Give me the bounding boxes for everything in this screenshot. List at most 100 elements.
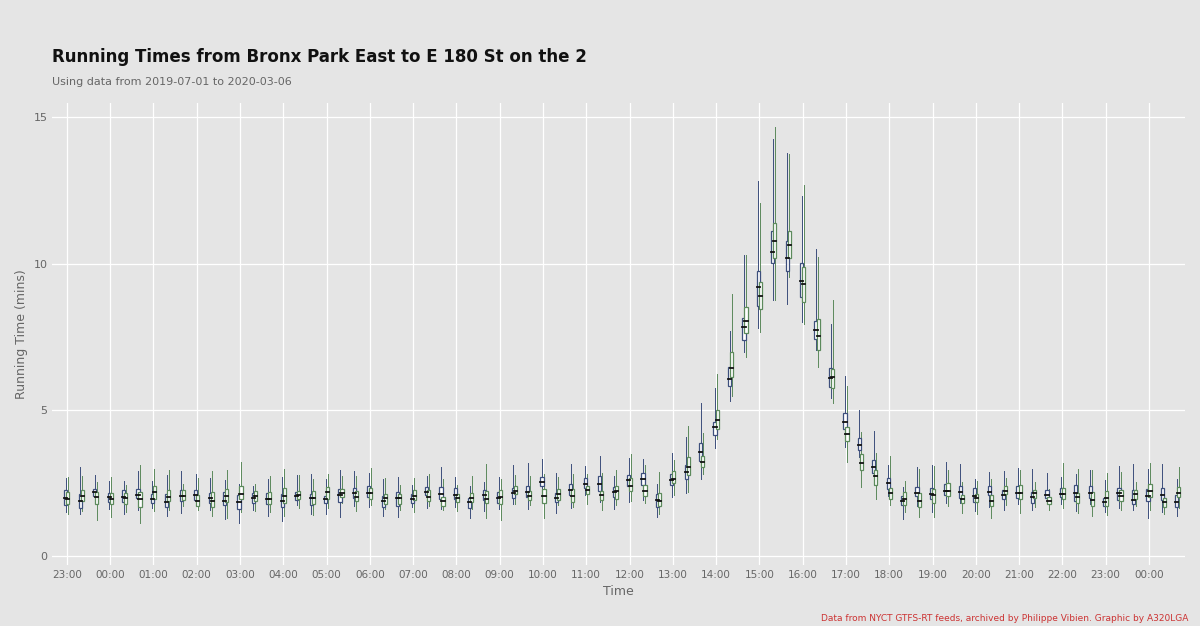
Bar [598, 476, 601, 491]
Bar [859, 454, 863, 470]
Bar [65, 490, 67, 505]
Bar [614, 486, 618, 498]
Bar [944, 484, 948, 495]
Bar [786, 242, 788, 271]
Bar [223, 492, 226, 505]
Bar [266, 493, 270, 504]
Bar [787, 231, 791, 257]
Bar [744, 307, 748, 333]
Bar [586, 486, 589, 494]
Bar [830, 369, 834, 388]
Bar [470, 493, 474, 502]
Bar [973, 488, 977, 501]
Bar [1103, 498, 1106, 506]
Bar [485, 491, 488, 503]
Bar [454, 488, 457, 499]
Bar [700, 443, 702, 461]
Bar [1134, 490, 1138, 498]
Bar [629, 478, 632, 491]
Bar [1004, 486, 1007, 495]
Bar [298, 491, 300, 499]
Bar [816, 319, 820, 350]
Bar [295, 492, 299, 500]
Bar [269, 492, 271, 504]
Bar [324, 496, 328, 503]
Bar [916, 487, 919, 496]
Bar [180, 490, 182, 501]
Bar [686, 458, 690, 475]
Bar [124, 493, 127, 504]
Bar [641, 473, 644, 485]
Bar [685, 464, 688, 479]
Bar [1088, 486, 1092, 498]
Bar [152, 486, 156, 499]
Bar [1076, 493, 1079, 503]
Bar [1117, 488, 1121, 500]
Bar [511, 488, 515, 498]
Bar [844, 414, 846, 429]
Bar [410, 495, 414, 503]
Bar [773, 223, 776, 259]
Bar [542, 490, 546, 503]
Bar [413, 490, 415, 500]
Bar [94, 488, 96, 496]
Bar [715, 409, 719, 429]
Bar [571, 489, 575, 502]
Y-axis label: Running Time (mins): Running Time (mins) [16, 269, 28, 399]
Bar [904, 492, 906, 505]
Bar [456, 494, 458, 501]
Bar [887, 478, 890, 489]
Bar [122, 490, 125, 502]
Bar [427, 490, 430, 501]
Bar [80, 490, 84, 501]
Bar [947, 483, 949, 496]
Bar [569, 484, 572, 495]
Bar [875, 470, 877, 485]
Bar [151, 494, 154, 503]
Bar [658, 493, 661, 506]
Bar [1148, 485, 1152, 497]
Bar [802, 267, 805, 302]
Text: Data from NYCT GTFS-RT feeds, archived by Philippe Vibien. Graphic by A320LGA: Data from NYCT GTFS-RT feeds, archived b… [821, 614, 1188, 623]
Bar [1048, 496, 1050, 504]
Bar [137, 489, 139, 498]
X-axis label: Time: Time [604, 585, 634, 598]
Bar [196, 495, 199, 506]
Bar [66, 492, 70, 505]
Bar [583, 478, 587, 488]
Bar [554, 493, 558, 502]
Bar [326, 486, 329, 499]
Bar [655, 493, 659, 507]
Bar [210, 491, 214, 507]
Bar [743, 318, 745, 340]
Bar [1045, 490, 1049, 498]
Bar [384, 494, 386, 504]
Bar [1175, 495, 1178, 508]
Bar [1033, 490, 1036, 498]
Bar [396, 492, 400, 506]
Bar [714, 422, 716, 435]
Bar [166, 495, 168, 507]
Bar [238, 495, 240, 509]
Bar [701, 456, 704, 466]
Bar [728, 367, 731, 386]
Bar [557, 489, 560, 500]
Bar [918, 493, 920, 508]
Bar [181, 490, 185, 500]
Bar [252, 493, 254, 503]
Bar [1177, 487, 1181, 497]
Bar [355, 491, 358, 501]
Bar [254, 491, 257, 501]
Bar [1060, 488, 1063, 497]
Bar [367, 486, 371, 497]
Bar [1062, 488, 1064, 498]
Bar [758, 282, 762, 309]
Bar [730, 352, 733, 377]
Bar [79, 494, 82, 508]
Bar [310, 494, 313, 505]
Bar [442, 496, 444, 506]
Bar [976, 495, 978, 502]
Bar [1074, 485, 1078, 501]
Bar [540, 477, 544, 486]
Bar [312, 491, 314, 504]
